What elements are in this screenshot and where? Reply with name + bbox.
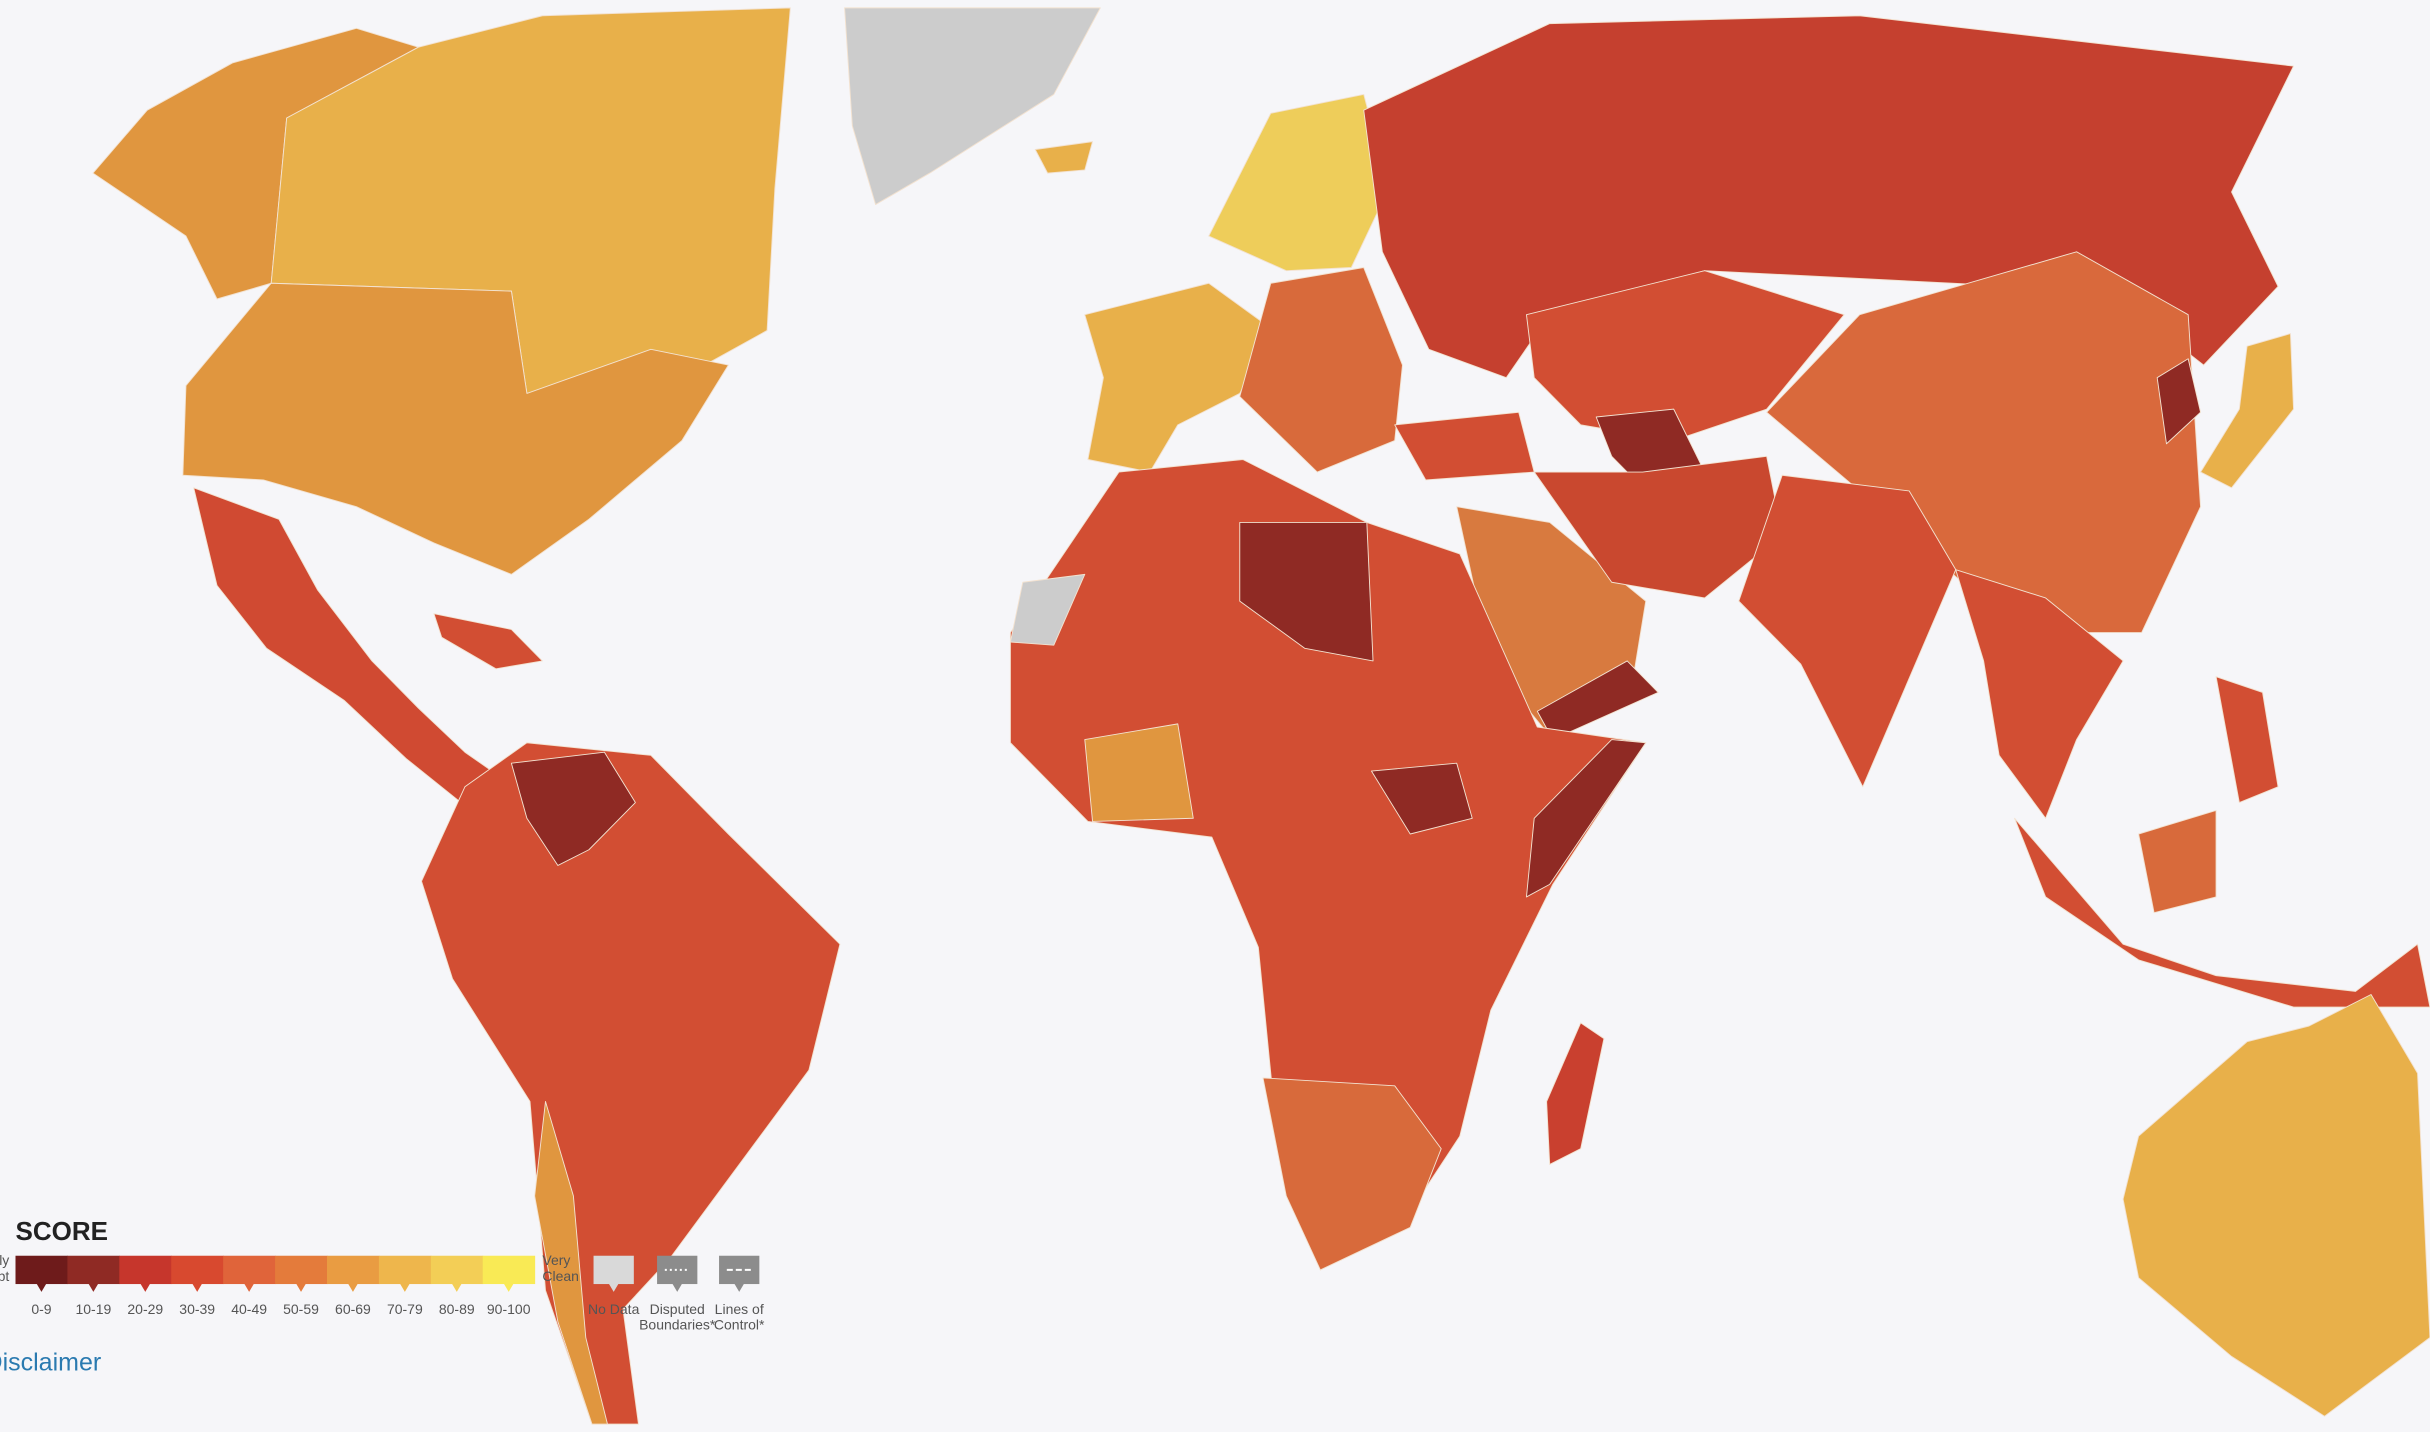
legend-bin-label: 80-89: [439, 1301, 475, 1317]
legend-bin-label: 20-29: [127, 1301, 163, 1317]
legend-pointer: [609, 1284, 619, 1292]
legend-high-label: Very: [542, 1252, 570, 1268]
legend-swatch: [326, 1255, 380, 1285]
philippines: [2215, 676, 2279, 804]
legend-pointer: [504, 1284, 514, 1292]
legend-low-label: Highly: [0, 1252, 9, 1268]
legend-swatch: [223, 1255, 276, 1285]
legend-bin-label: 40-49: [231, 1301, 267, 1317]
legend-swatch: [67, 1255, 120, 1285]
eastern-europe: [1239, 267, 1403, 473]
north-korea: [2156, 358, 2202, 445]
legend-pointer: [88, 1284, 99, 1292]
legend-swatch: [482, 1255, 536, 1285]
legend: SCORE HighlyCorrupt 0-9 10-19 20-29 30-39 40-4…: [0, 1216, 765, 1377]
legend-bin-label: 70-79: [387, 1301, 423, 1317]
legend-pointer: [140, 1284, 150, 1292]
legend-extra-label: Lines of: [715, 1301, 764, 1317]
south-america: [421, 742, 841, 1425]
legend-title: SCORE: [15, 1216, 107, 1246]
legend-swatch: [275, 1255, 328, 1285]
disclaimer-link[interactable]: Disclaimer: [0, 1349, 101, 1377]
legend-swatch: [119, 1255, 172, 1285]
central-asia: [1525, 270, 1845, 442]
borneo: [2138, 809, 2217, 914]
legend-swatch: [15, 1255, 68, 1285]
legend-pointer: [734, 1284, 744, 1292]
scandinavia: [1208, 93, 1389, 272]
indonesia: [2014, 817, 2430, 1008]
legend-extra-label: Boundaries*: [639, 1317, 716, 1333]
legend-extra-label: Disputed: [650, 1301, 705, 1317]
legend-extra-label: No Data: [588, 1301, 640, 1317]
western-europe: [1084, 282, 1275, 473]
turkey: [1394, 411, 1535, 481]
india: [1738, 474, 1957, 788]
legend-bin-label: 0-9: [31, 1301, 51, 1317]
legend-pointer: [36, 1284, 47, 1292]
legend-pointer: [400, 1284, 410, 1292]
venezuela: [510, 751, 636, 866]
legend-bin-label: 30-39: [179, 1301, 215, 1317]
australia: [2122, 994, 2430, 1417]
japan: [2200, 333, 2295, 489]
iceland: [1034, 141, 1094, 174]
legend-pointer: [348, 1284, 358, 1292]
legend-high-label: Clean: [542, 1268, 579, 1284]
southeast-asia: [1955, 569, 2124, 819]
legend-pointer: [192, 1284, 202, 1292]
legend-bin-label: 10-19: [75, 1301, 111, 1317]
legend-swatch: [378, 1255, 432, 1285]
legend-extra-label: Control*: [714, 1317, 765, 1333]
legend-swatch: [171, 1255, 224, 1285]
legend-bin-label: 50-59: [283, 1301, 319, 1317]
libya: [1239, 521, 1374, 662]
africa: [1009, 459, 1647, 1271]
legend-pointer: [244, 1284, 254, 1292]
legend-pointer: [296, 1284, 306, 1292]
legend-bin-label: 90-100: [487, 1301, 531, 1317]
somalia: [1525, 739, 1647, 898]
greenland: [844, 7, 1101, 206]
south-sudan: [1371, 762, 1473, 835]
legend-pointer: [672, 1284, 682, 1292]
legend-swatch: [430, 1255, 484, 1285]
usa: [182, 282, 729, 575]
legend-extra-swatch: [657, 1255, 698, 1285]
world-map: [92, 7, 2430, 1425]
chile: [534, 1101, 608, 1425]
legend-pointer: [452, 1284, 462, 1292]
west-africa-coast: [1084, 723, 1194, 822]
legend-extra-swatch: [593, 1255, 634, 1285]
western-sahara: [1009, 573, 1086, 646]
legend-low-label: Corrupt: [0, 1268, 9, 1284]
southern-africa: [1262, 1077, 1442, 1271]
legend-bin-label: 60-69: [335, 1301, 371, 1317]
caribbean: [433, 613, 543, 670]
madagascar: [1546, 1022, 1605, 1165]
